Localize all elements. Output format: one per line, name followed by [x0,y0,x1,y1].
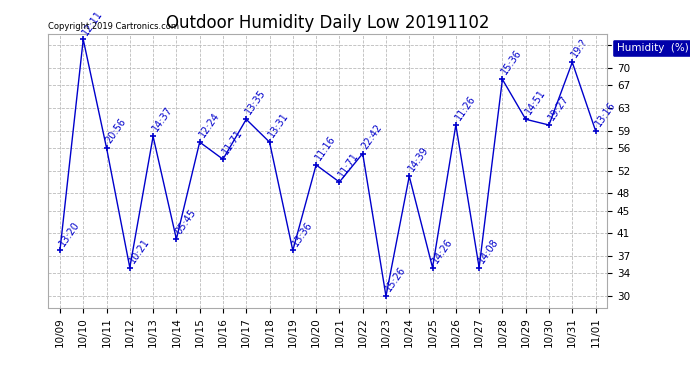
Text: 14:39: 14:39 [406,145,431,174]
Text: 14:51: 14:51 [523,88,547,117]
Text: Copyright 2019 Cartronics.com: Copyright 2019 Cartronics.com [48,22,179,31]
Text: 13:16: 13:16 [593,99,617,128]
Text: 14:37: 14:37 [150,105,175,134]
Text: 12:24: 12:24 [197,111,221,140]
Legend: Humidity  (%): Humidity (%) [613,39,690,57]
Text: 11:71: 11:71 [220,128,244,156]
Text: 15:36: 15:36 [500,48,524,76]
Text: 13:31: 13:31 [267,111,291,140]
Text: 10:21: 10:21 [127,236,151,265]
Text: 11:16: 11:16 [313,134,337,162]
Text: 20:56: 20:56 [104,116,128,145]
Text: 15:26: 15:26 [384,265,408,293]
Text: 11:26: 11:26 [453,94,477,122]
Text: 13:20: 13:20 [57,219,81,248]
Text: 14:26: 14:26 [430,236,454,265]
Title: Outdoor Humidity Daily Low 20191102: Outdoor Humidity Daily Low 20191102 [166,14,489,32]
Text: 12:11: 12:11 [81,8,105,37]
Text: 14:08: 14:08 [477,236,500,265]
Text: 13:36: 13:36 [290,219,314,248]
Text: 05:45: 05:45 [174,208,198,236]
Text: 11:71: 11:71 [337,151,361,179]
Text: 22:42: 22:42 [360,122,384,151]
Text: 19:27: 19:27 [546,93,571,122]
Text: 13:35: 13:35 [244,88,268,117]
Text: 19:?: 19:? [570,37,590,60]
